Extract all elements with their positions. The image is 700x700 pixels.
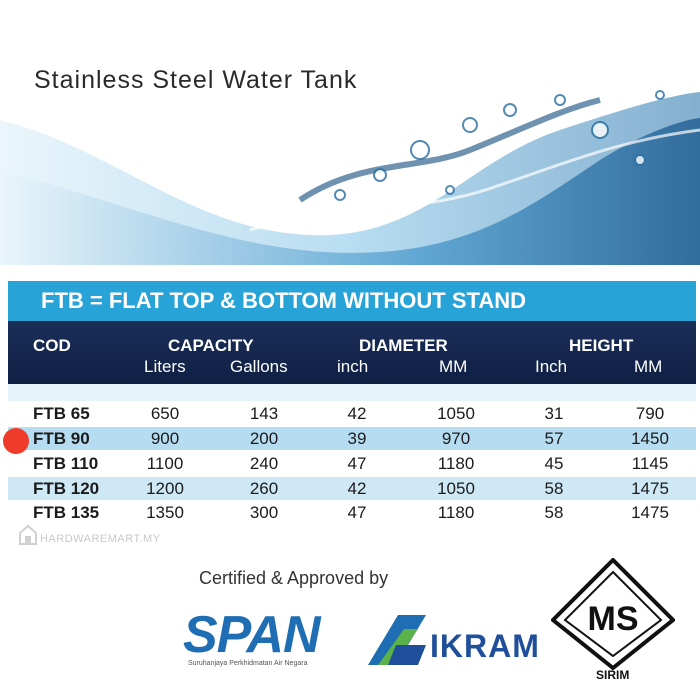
cell-height-inch: 58	[544, 479, 564, 498]
ms-logo-text: MS	[588, 600, 639, 638]
header-cod: COD	[33, 336, 71, 355]
cell-height-inch: 57	[544, 429, 564, 448]
cell-diameter-mm: 1180	[437, 454, 475, 473]
cell-diameter-mm: 970	[441, 429, 471, 448]
cell-height-inch: 45	[544, 454, 564, 473]
hero-banner: Stainless Steel Water Tank	[0, 0, 700, 265]
cell-height-mm: 1450	[631, 429, 669, 448]
cell-cod: FTB 110	[33, 454, 99, 473]
table-title: FTB = FLAT TOP & BOTTOM WITHOUT STAND	[41, 288, 526, 313]
cell-cod: FTB 90	[33, 429, 90, 448]
cell-gallons: 300	[249, 503, 279, 522]
table-row: FTB 90 900 200 39 970 57 1450	[8, 427, 696, 450]
table-spacer	[8, 384, 696, 401]
subheader-liters: Liters	[144, 357, 186, 376]
cell-height-mm: 1475	[631, 503, 669, 522]
spec-table: FTB = FLAT TOP & BOTTOM WITHOUT STAND CO…	[8, 281, 696, 524]
cell-height-mm: 1145	[631, 454, 669, 473]
cell-diameter-inch: 47	[347, 503, 367, 522]
table-row: FTB 65 650 143 42 1050 31 790	[8, 402, 696, 425]
table-title-bar: FTB = FLAT TOP & BOTTOM WITHOUT STAND	[8, 281, 696, 321]
subheader-diameter-inch: inch	[337, 357, 369, 376]
table-row: FTB 135 1350 300 47 1180 58 1475	[8, 501, 696, 524]
cell-diameter-inch: 39	[347, 429, 367, 448]
table-row: FTB 110 1100 240 47 1180 45 1145	[8, 452, 696, 475]
table-row: FTB 120 1200 260 42 1050 58 1475	[8, 477, 696, 500]
cell-gallons: 260	[249, 479, 279, 498]
highlight-marker	[3, 428, 29, 454]
subheader-gallons: Gallons	[230, 357, 288, 376]
cell-gallons: 143	[249, 404, 279, 423]
cell-liters: 1200	[146, 479, 184, 498]
cell-diameter-mm: 1050	[437, 404, 475, 423]
span-subtitle: Suruhanjaya Perkhidmatan Air Negara	[188, 660, 308, 667]
span-logo: SPAN	[183, 606, 321, 664]
cell-gallons: 240	[249, 454, 279, 473]
house-icon	[19, 524, 37, 545]
cell-diameter-mm: 1180	[437, 503, 475, 522]
cell-diameter-inch: 42	[347, 479, 367, 498]
table-header: COD CAPACITY DIAMETER HEIGHT Liters Gall…	[8, 321, 696, 384]
certified-label: Certified & Approved by	[199, 568, 389, 588]
ikram-logo-icon	[368, 615, 426, 665]
cell-diameter-inch: 42	[347, 404, 367, 423]
cell-height-mm: 1475	[631, 479, 669, 498]
sirim-label: SIRIM	[596, 668, 630, 682]
ms-sirim-logo: MS	[551, 558, 675, 670]
ikram-logo: IKRAM	[430, 628, 540, 664]
cell-gallons: 200	[249, 429, 279, 448]
cell-cod: FTB 65	[33, 404, 90, 423]
cell-height-inch: 31	[544, 404, 564, 423]
header-diameter: DIAMETER	[359, 336, 448, 355]
watermark-text: HARDWAREMART.MY	[40, 533, 161, 545]
cell-diameter-inch: 47	[347, 454, 367, 473]
cell-cod: FTB 120	[33, 479, 100, 498]
cell-diameter-mm: 1050	[437, 479, 475, 498]
subheader-diameter-mm: MM	[439, 357, 468, 376]
subheader-height-inch: Inch	[535, 357, 568, 376]
cell-height-mm: 790	[635, 404, 665, 423]
cell-liters: 650	[150, 404, 180, 423]
cell-cod: FTB 135	[33, 503, 100, 522]
page-title: Stainless Steel Water Tank	[34, 66, 358, 94]
header-height: HEIGHT	[569, 336, 634, 355]
cell-height-inch: 58	[544, 503, 564, 522]
water-splash-image	[0, 90, 700, 265]
cell-liters: 1100	[146, 454, 184, 473]
header-capacity: CAPACITY	[168, 336, 254, 355]
cell-liters: 900	[150, 429, 180, 448]
subheader-height-mm: MM	[634, 357, 663, 376]
cell-liters: 1350	[146, 503, 184, 522]
